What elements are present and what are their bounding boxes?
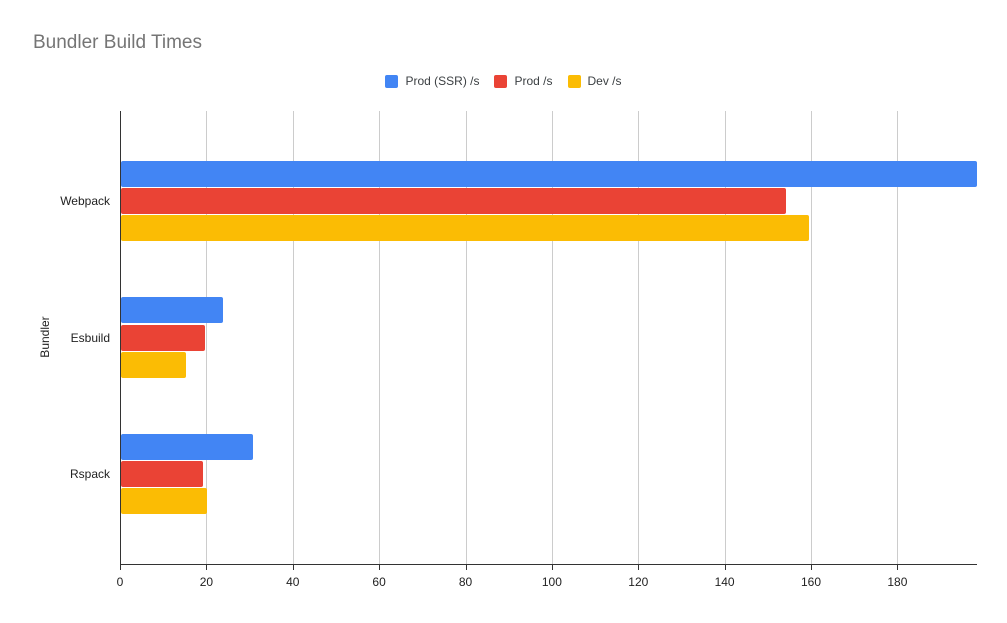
x-gridline-100 bbox=[551, 111, 553, 564]
category-label-webpack: Webpack bbox=[60, 194, 110, 208]
category-label-esbuild: Esbuild bbox=[70, 330, 110, 345]
x-gridline-180 bbox=[897, 111, 899, 564]
x-gridline-160 bbox=[811, 111, 812, 564]
x-axis-tick-label-160: 160 bbox=[800, 575, 822, 589]
legend-label-dev-s: Dev /s bbox=[587, 74, 622, 88]
x-axis-tick-180 bbox=[897, 565, 899, 570]
x-axis-tick-100 bbox=[551, 565, 553, 570]
y-axis-line bbox=[120, 111, 121, 565]
x-axis-tick-label-60: 60 bbox=[372, 575, 386, 589]
legend-label-prod-s: Prod /s bbox=[514, 74, 553, 88]
bar-esbuild-prod-ssr-s bbox=[121, 297, 223, 324]
x-gridline-140 bbox=[724, 111, 726, 564]
x-axis-tick-0 bbox=[120, 565, 121, 570]
x-gridline-80 bbox=[465, 111, 467, 564]
legend-swatch-dev-s bbox=[567, 74, 581, 88]
x-axis-tick-20 bbox=[206, 565, 208, 570]
x-axis-tick-40 bbox=[292, 565, 294, 570]
plot-area bbox=[120, 111, 977, 564]
bar-esbuild-prod-s bbox=[121, 324, 205, 351]
x-axis-tick-label-100: 100 bbox=[541, 575, 562, 589]
x-gridline-60 bbox=[379, 111, 381, 564]
bar-rspack-dev-s bbox=[121, 488, 207, 515]
bar-rspack-prod-s bbox=[121, 461, 204, 487]
x-axis-tick-120 bbox=[638, 565, 640, 570]
x-axis-tick-140 bbox=[724, 565, 726, 570]
bar-webpack-prod-ssr-s bbox=[121, 160, 977, 187]
legend-label-prod-ssr-s: Prod (SSR) /s bbox=[405, 74, 480, 88]
x-axis-tick-label-140: 140 bbox=[714, 575, 735, 589]
bar-webpack-dev-s bbox=[121, 215, 809, 242]
legend-swatch-prod-ssr-s bbox=[385, 74, 399, 88]
x-gridline-20 bbox=[206, 111, 208, 564]
category-label-rspack: Rspack bbox=[69, 467, 110, 481]
x-axis-tick-160 bbox=[811, 565, 812, 570]
chart-title: Bundler Build Times bbox=[33, 32, 202, 53]
x-axis-tick-label-120: 120 bbox=[628, 575, 649, 589]
x-axis-tick-60 bbox=[379, 565, 381, 570]
x-gridline-40 bbox=[292, 111, 294, 564]
legend-item-prod-ssr-s: Prod (SSR) /s bbox=[385, 74, 479, 88]
legend-item-prod-s: Prod /s bbox=[494, 74, 553, 88]
x-axis-tick-label-80: 80 bbox=[458, 575, 473, 589]
x-axis-line bbox=[120, 564, 977, 565]
x-axis-tick-label-20: 20 bbox=[199, 575, 214, 589]
bar-rspack-prod-ssr-s bbox=[121, 433, 254, 460]
x-axis-tick-80 bbox=[465, 565, 467, 570]
legend: Prod (SSR) /s Prod /s Dev /s bbox=[0, 74, 1007, 88]
x-axis-tick-label-40: 40 bbox=[286, 575, 300, 589]
x-axis-tick-label-0: 0 bbox=[116, 575, 124, 589]
bar-webpack-prod-s bbox=[121, 188, 787, 214]
legend-item-dev-s: Dev /s bbox=[567, 74, 622, 88]
x-gridline-120 bbox=[638, 111, 640, 564]
x-axis-tick-label-180: 180 bbox=[887, 575, 908, 589]
legend-swatch-prod-s bbox=[494, 74, 508, 88]
bar-esbuild-dev-s bbox=[121, 351, 187, 378]
